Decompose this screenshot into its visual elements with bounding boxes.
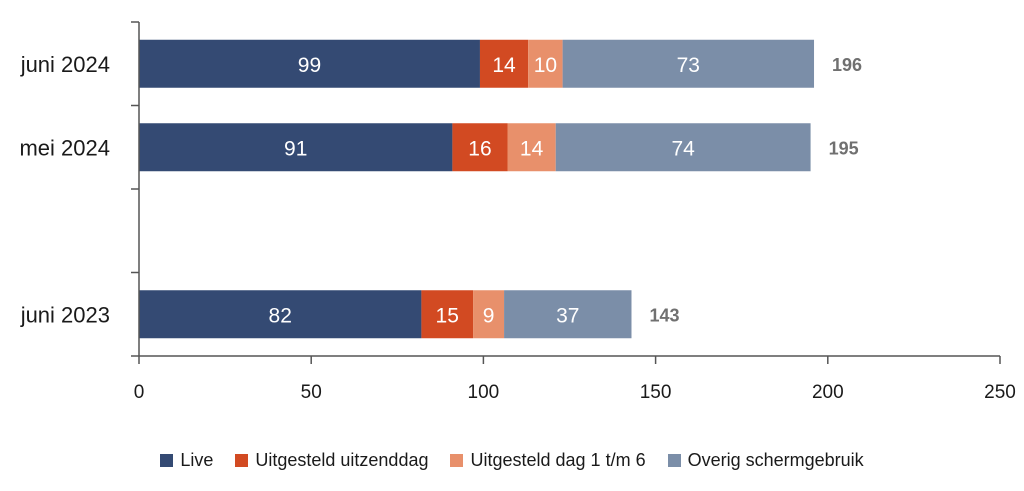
legend-item-uitgesteld-uitzenddag: Uitgesteld uitzenddag: [235, 450, 428, 471]
x-tick-label: 100: [468, 382, 500, 403]
bar-juni-2023-series-3: [504, 290, 632, 339]
legend-item-overig-schermgebruik: Overig schermgebruik: [667, 450, 864, 471]
bar-label-juni-2024-series-1: 14: [492, 54, 516, 77]
bar-juni-2024-series-3: [562, 39, 815, 88]
x-tick-label: 250: [984, 382, 1016, 403]
total-label-juni-2023: 143: [649, 305, 679, 325]
bar-label-mei-2024-series-2: 14: [520, 137, 544, 160]
bar-label-juni-2024-series-2: 10: [534, 54, 557, 77]
x-tick-label: 150: [640, 382, 672, 403]
legend-label-overig-schermgebruik: Overig schermgebruik: [687, 450, 864, 470]
legend-swatch-uitgesteld-uitzenddag: [235, 454, 249, 467]
bar-label-mei-2024-series-1: 16: [468, 137, 491, 160]
bar-label-juni-2023-series-2: 9: [483, 304, 495, 327]
legend-swatch-overig-schermgebruik: [667, 454, 681, 467]
category-label-juni-2024: juni 2024: [20, 52, 110, 77]
x-tick-label: 200: [812, 382, 844, 403]
bar-label-mei-2024-series-3: 74: [671, 137, 695, 160]
bar-label-juni-2024-series-0: 99: [298, 54, 321, 77]
legend-swatch-uitgesteld-dag-1-6: [450, 454, 464, 467]
bar-mei-2024-series-2: [507, 123, 556, 172]
legend-item-live: Live: [160, 450, 213, 471]
legend-label-uitgesteld-uitzenddag: Uitgesteld uitzenddag: [255, 450, 429, 470]
bar-label-juni-2023-series-3: 37: [556, 304, 579, 327]
legend-label-uitgesteld-dag-1-6: Uitgesteld dag 1 t/m 6: [470, 450, 646, 470]
bar-mei-2024-series-1: [452, 123, 508, 172]
bar-juni-2024-series-1: [479, 39, 529, 88]
legend-label-live: Live: [180, 450, 214, 470]
bar-label-juni-2023-series-1: 15: [436, 304, 459, 327]
bar-label-mei-2024-series-0: 91: [284, 137, 307, 160]
bar-juni-2023-series-0: [139, 290, 422, 339]
legend-item-uitgesteld-dag-1-6: Uitgesteld dag 1 t/m 6: [450, 450, 646, 471]
bar-label-juni-2024-series-3: 73: [677, 54, 700, 77]
bar-mei-2024-series-3: [555, 123, 811, 172]
bar-mei-2024-series-0: [139, 123, 453, 172]
category-label-juni-2023: juni 2023: [20, 302, 110, 327]
bar-juni-2023-series-2: [473, 290, 505, 339]
bar-juni-2024-series-2: [528, 39, 563, 88]
total-label-juni-2024: 196: [832, 55, 862, 75]
legend: Live Uitgesteld uitzenddag Uitgesteld da…: [0, 450, 1024, 471]
bar-juni-2024-series-0: [139, 39, 480, 88]
x-tick-label: 0: [134, 382, 145, 403]
legend-swatch-live: [160, 454, 174, 467]
bar-label-juni-2023-series-0: 82: [269, 304, 292, 327]
bar-juni-2023-series-1: [421, 290, 474, 339]
category-label-mei-2024: mei 2024: [19, 135, 110, 160]
total-label-mei-2024: 195: [829, 138, 859, 158]
x-tick-label: 50: [301, 382, 322, 403]
